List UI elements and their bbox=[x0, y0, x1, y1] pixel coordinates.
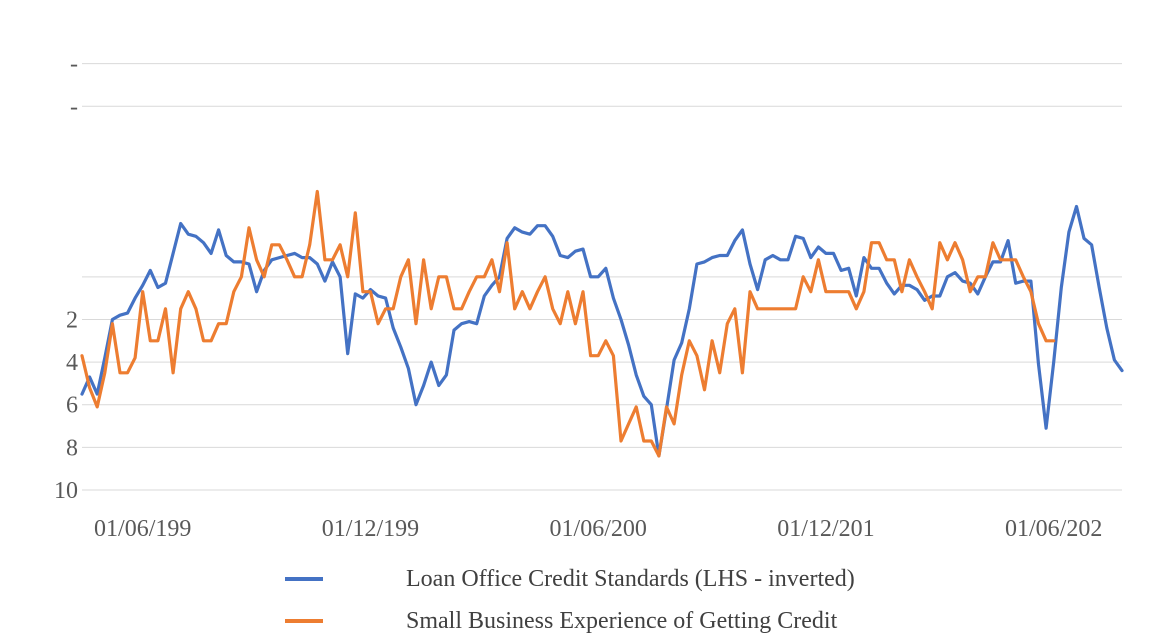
legend-swatch bbox=[285, 619, 323, 623]
x-tick-label: 01/06/199 bbox=[94, 516, 191, 542]
y-tick-label: 4 bbox=[66, 350, 78, 376]
y-tick-label: - bbox=[70, 94, 78, 120]
x-tick-label: 01/12/199 bbox=[322, 516, 419, 542]
series-line-1 bbox=[80, 204, 1124, 458]
legend: Loan Office Credit Standards (LHS - inve… bbox=[285, 558, 985, 642]
y-tick-label: 10 bbox=[54, 478, 78, 504]
y-tick-label: 6 bbox=[66, 393, 78, 419]
legend-label: Small Business Experience of Getting Cre… bbox=[406, 607, 838, 634]
x-tick-label: 01/06/202 bbox=[1005, 516, 1102, 542]
legend-swatch bbox=[285, 577, 323, 581]
legend-label: Loan Office Credit Standards (LHS - inve… bbox=[406, 565, 855, 592]
legend-item: Small Business Experience of Getting Cre… bbox=[285, 600, 985, 642]
legend-item: Loan Office Credit Standards (LHS - inve… bbox=[285, 558, 985, 600]
x-tick-label: 01/06/200 bbox=[550, 516, 647, 542]
x-tick-label: 01/12/201 bbox=[777, 516, 874, 542]
y-tick-label: 8 bbox=[66, 435, 78, 461]
y-axis-ticks: - - 2 4 6 8 10 bbox=[54, 52, 78, 504]
series-lines bbox=[80, 189, 1124, 458]
y-tick-label: - bbox=[70, 52, 78, 78]
gridlines bbox=[82, 63, 1122, 491]
series-line-2 bbox=[80, 189, 1056, 458]
x-axis-ticks: 01/06/199 01/12/199 01/06/200 01/12/201 01/0… bbox=[94, 516, 1102, 542]
y-tick-label: 2 bbox=[66, 307, 78, 333]
